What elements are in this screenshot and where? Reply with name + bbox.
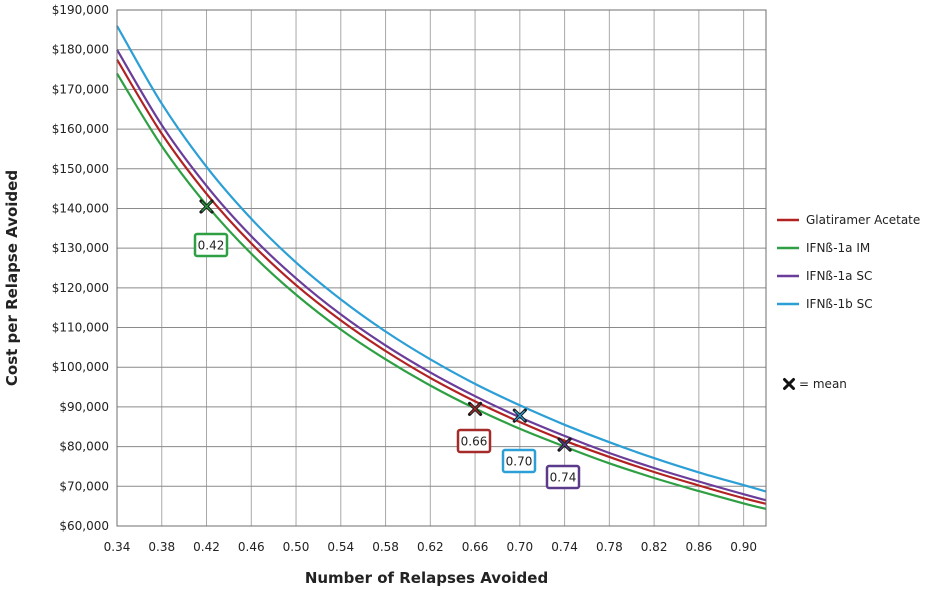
mean-markers: 0.42 0.66 0.70 0.74 <box>193 199 581 490</box>
legend-label: IFNß-1a SC <box>806 269 872 283</box>
y-tick-label: $130,000 <box>52 241 109 255</box>
mean-marker-3 <box>557 437 572 452</box>
y-tick-label: $120,000 <box>52 281 109 295</box>
mean-marker-2 <box>512 408 527 423</box>
y-tick-label: $80,000 <box>59 440 109 454</box>
mean-legend-label: = mean <box>799 377 847 391</box>
plot-border <box>116 9 767 527</box>
x-tick-label: 0.38 <box>148 540 175 554</box>
mean-annotation-label: 0.42 <box>198 239 225 253</box>
legend-item-1: IFNß-1a IM <box>777 241 870 255</box>
x-tick-label: 0.86 <box>686 540 713 554</box>
x-tick-label: 0.46 <box>238 540 265 554</box>
x-tick-label: 0.90 <box>730 540 757 554</box>
legend-label: IFNß-1a IM <box>806 241 870 255</box>
plot-frame <box>116 9 767 527</box>
x-tick-label: 0.74 <box>551 540 578 554</box>
y-tick-label: $140,000 <box>52 201 109 215</box>
x-tick-label: 0.70 <box>506 540 533 554</box>
y-tick-label: $170,000 <box>52 82 109 96</box>
y-tick-label: $70,000 <box>59 479 109 493</box>
y-tick-label: $180,000 <box>52 43 109 57</box>
series-line-0 <box>116 59 767 505</box>
grid <box>116 9 766 527</box>
mean-annotation-label: 0.70 <box>506 455 533 469</box>
series-line-2 <box>116 49 767 502</box>
y-tick-label: $100,000 <box>52 360 109 374</box>
mean-annotation-3: 0.74 <box>545 464 581 490</box>
x-tick-label: 0.50 <box>283 540 310 554</box>
x-tick-label: 0.62 <box>417 540 444 554</box>
series-lines <box>116 25 767 510</box>
y-axis-title: Cost per Relapse Avoided <box>3 170 21 386</box>
x-tick-label: 0.34 <box>104 540 131 554</box>
series-line-3 <box>116 25 767 493</box>
legend-label: Glatiramer Acetate <box>806 213 920 227</box>
mean-marker-1 <box>467 401 483 417</box>
mean-annotation-label: 0.74 <box>550 471 577 485</box>
x-tick-label: 0.78 <box>596 540 623 554</box>
mean-annotation-label: 0.66 <box>461 435 488 449</box>
legend-label: IFNß-1b SC <box>806 297 873 311</box>
mean-legend: = mean <box>783 377 847 391</box>
legend-item-0: Glatiramer Acetate <box>777 213 920 227</box>
legend: Glatiramer Acetate IFNß-1a IM IFNß-1a SC IF… <box>777 213 920 311</box>
y-tick-label: $90,000 <box>59 400 109 414</box>
y-tick-label: $60,000 <box>59 519 109 533</box>
legend-item-3: IFNß-1b SC <box>777 297 873 311</box>
x-tick-label: 0.66 <box>462 540 489 554</box>
series-line-1 <box>116 72 767 510</box>
mean-annotation-0: 0.42 <box>193 232 229 258</box>
x-tick-label: 0.82 <box>641 540 668 554</box>
x-axis-ticks: 0.34 0.38 0.42 0.46 0.50 0.54 0.58 0.62 0.66 0.70… <box>104 540 757 554</box>
legend-item-2: IFNß-1a SC <box>777 269 872 283</box>
x-tick-label: 0.42 <box>193 540 220 554</box>
mean-legend-marker <box>783 378 795 390</box>
mean-annotation-1: 0.66 <box>456 428 492 454</box>
mean-marker-0 <box>199 199 214 214</box>
y-tick-label: $160,000 <box>52 122 109 136</box>
x-tick-label: 0.54 <box>327 540 354 554</box>
y-tick-label: $110,000 <box>52 321 109 335</box>
x-tick-label: 0.58 <box>372 540 399 554</box>
x-axis-title: Number of Relapses Avoided <box>305 569 548 587</box>
y-axis-ticks: $60,000 $70,000 $80,000 $90,000 $100,000 $110… <box>52 3 109 533</box>
y-tick-label: $150,000 <box>52 162 109 176</box>
mean-annotation-2: 0.70 <box>501 448 537 474</box>
y-tick-label: $190,000 <box>52 3 109 17</box>
